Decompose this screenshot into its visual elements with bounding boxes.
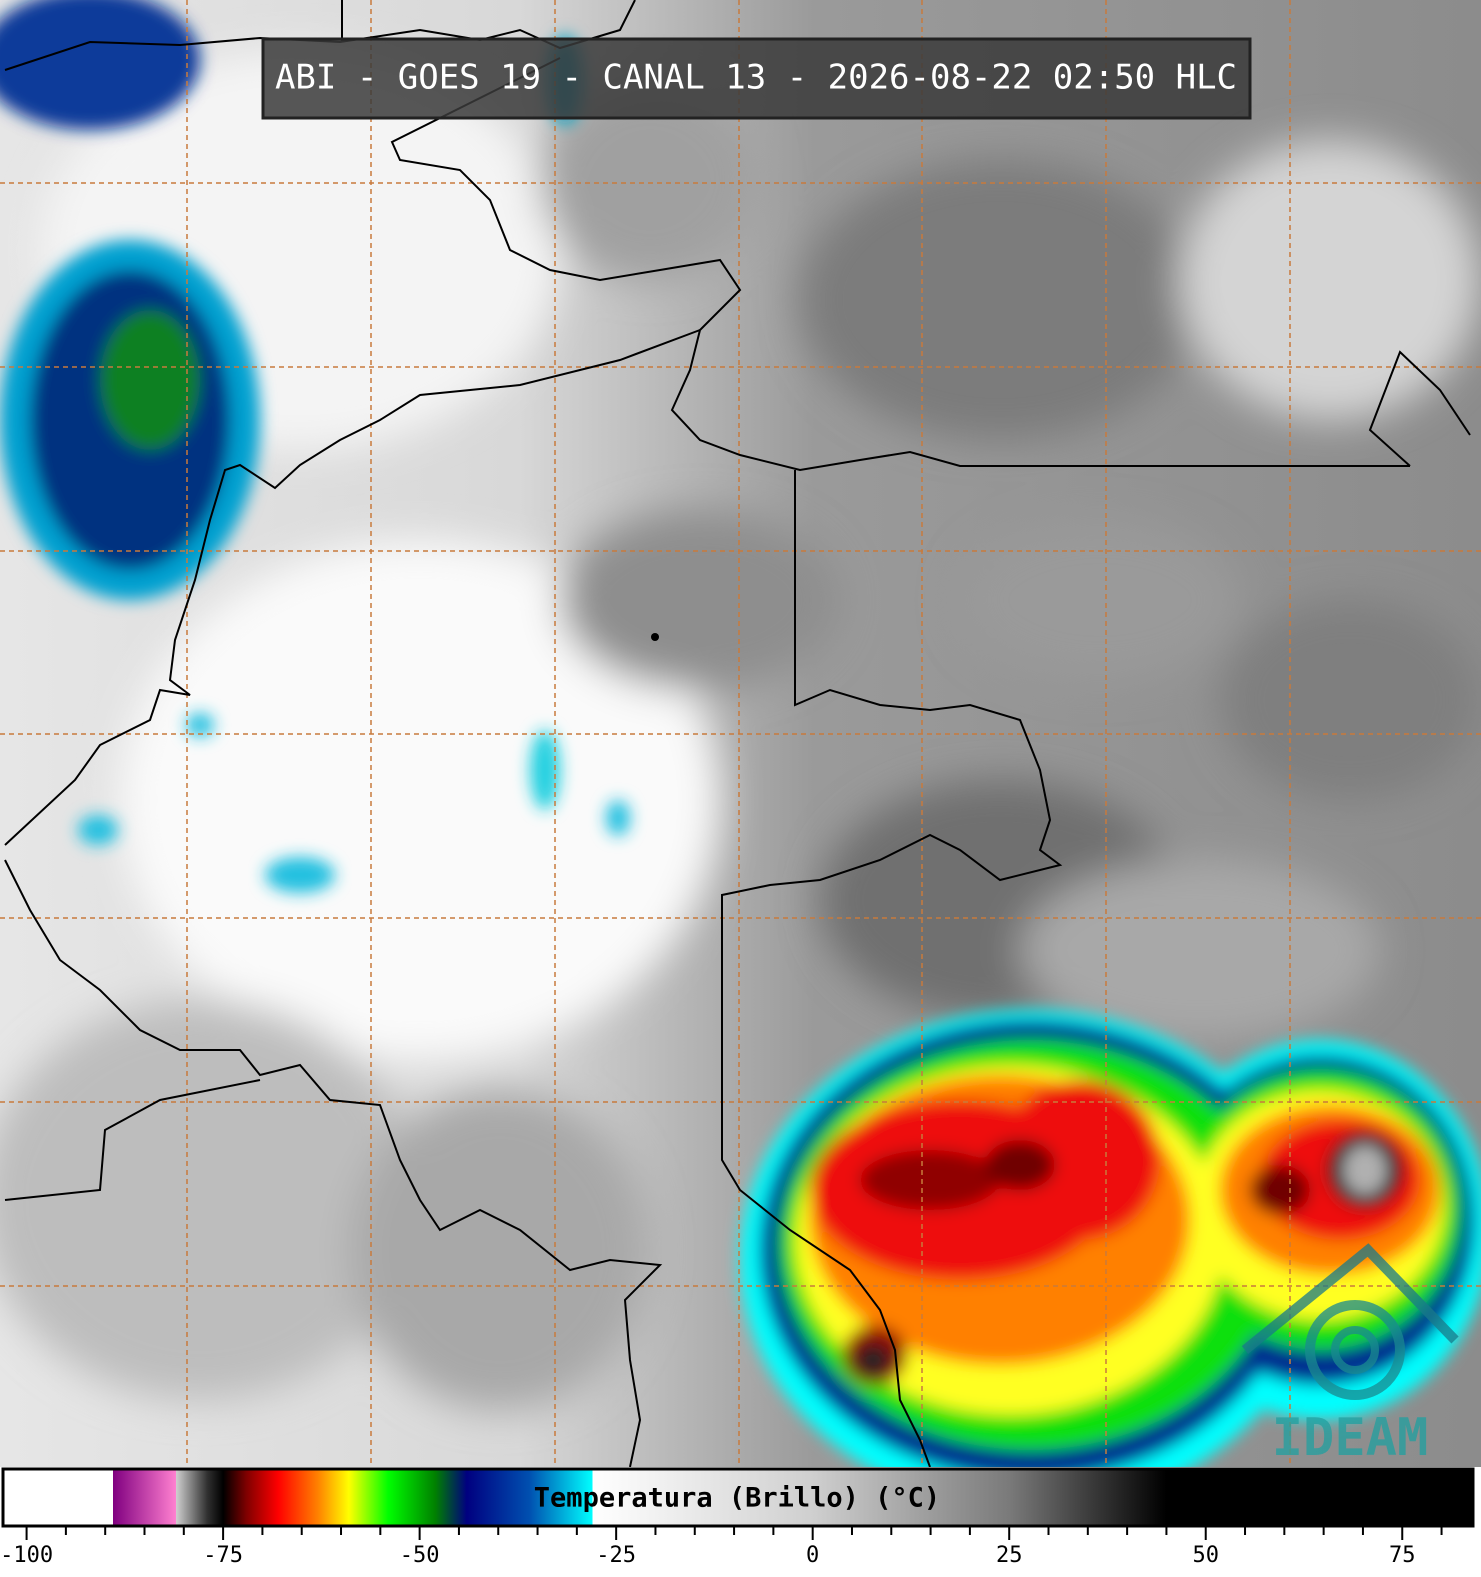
tick-label: 25 [996, 1543, 1023, 1568]
cloud-texture [0, 50, 1480, 1410]
logo: IDEAM [1241, 1243, 1459, 1468]
satellite-image: IDEAM [0, 0, 1481, 1468]
tick-label: 75 [1389, 1543, 1416, 1568]
logo-text: IDEAM [1272, 1408, 1429, 1468]
title-box: ABI - GOES 19 - CANAL 13 - 2026-08-22 02… [261, 37, 1252, 120]
tick-label: -100 [0, 1543, 53, 1568]
tick-label: 50 [1192, 1543, 1219, 1568]
colorbar-label: Temperatura (Brillo) (°C) [534, 1483, 940, 1514]
borders [4, 0, 1471, 1467]
title: ABI - GOES 19 - CANAL 13 - 2026-08-22 02… [275, 58, 1237, 98]
tick-label: 0 [806, 1543, 819, 1568]
tick-label: -75 [203, 1543, 243, 1568]
colorbar: Temperatura (Brillo) (°C) -100 -75 -50 -25 0… [0, 1467, 1475, 1568]
graticule [0, 0, 1481, 1467]
storm-system [740, 1010, 1481, 1467]
tick-label: -50 [400, 1543, 440, 1568]
colorbar-gradient [1, 1467, 1475, 1528]
city-dot [651, 633, 659, 641]
tick-label: -25 [596, 1543, 636, 1568]
